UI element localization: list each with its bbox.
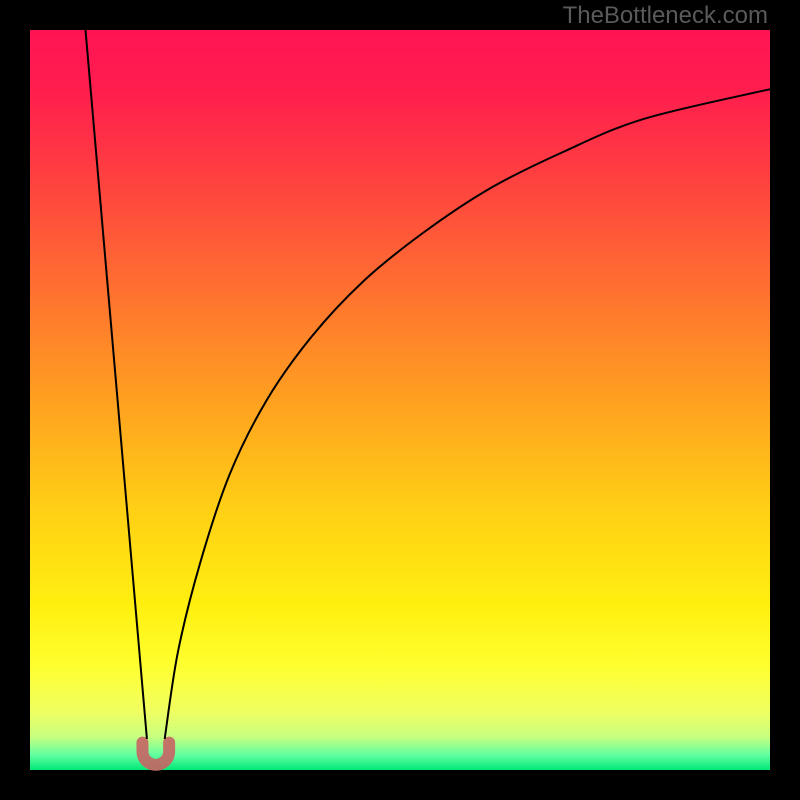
bottleneck-chart (0, 0, 800, 800)
heat-gradient-background (30, 30, 770, 770)
chart-frame: TheBottleneck.com (0, 0, 800, 800)
watermark-text: TheBottleneck.com (563, 2, 768, 30)
